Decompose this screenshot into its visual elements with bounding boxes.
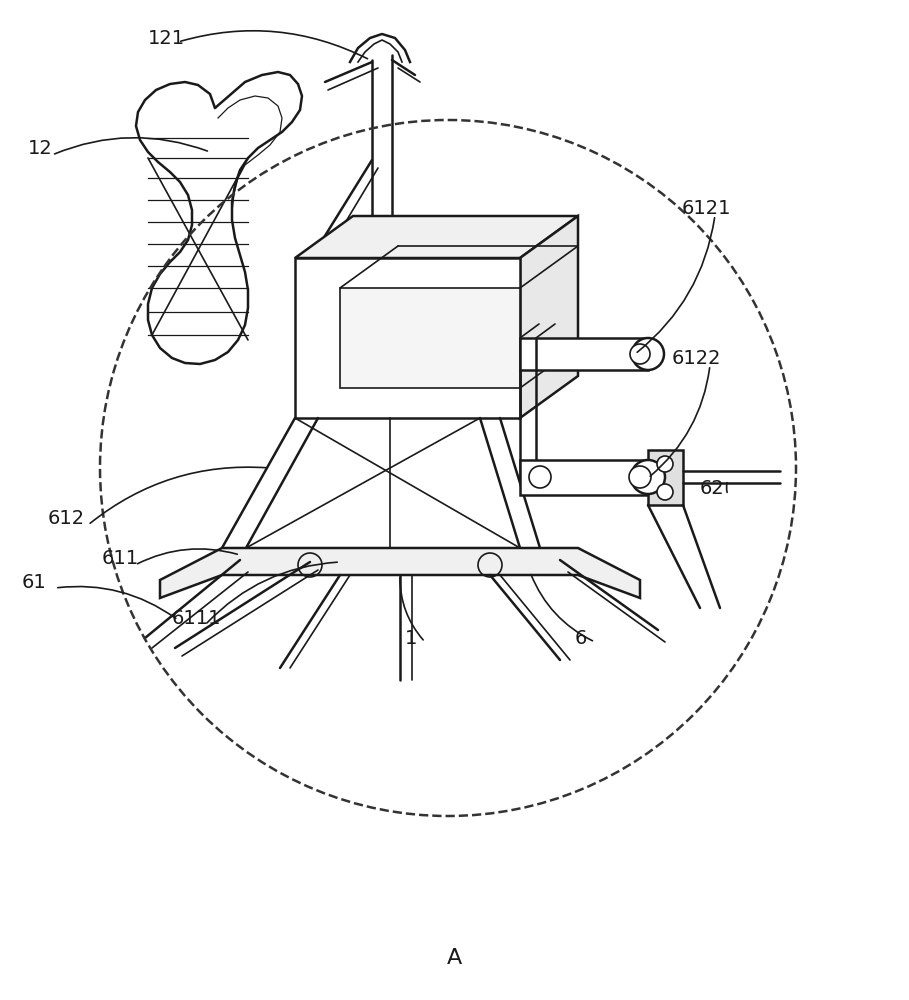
Text: 611: 611 <box>102 548 139 568</box>
Text: 121: 121 <box>148 28 185 47</box>
Text: 6122: 6122 <box>672 349 722 367</box>
Circle shape <box>632 338 664 370</box>
Text: 12: 12 <box>28 138 53 157</box>
Circle shape <box>629 466 651 488</box>
Circle shape <box>657 484 673 500</box>
Circle shape <box>657 456 673 472</box>
Polygon shape <box>648 450 683 505</box>
Circle shape <box>529 466 551 488</box>
Text: A: A <box>446 948 462 968</box>
Circle shape <box>631 460 665 494</box>
Circle shape <box>630 344 650 364</box>
Polygon shape <box>295 258 520 418</box>
Text: 6: 6 <box>575 629 587 648</box>
Polygon shape <box>520 216 578 418</box>
Polygon shape <box>520 460 648 495</box>
Polygon shape <box>295 216 578 258</box>
Polygon shape <box>520 338 648 370</box>
Text: 62: 62 <box>700 479 724 497</box>
Text: 6111: 6111 <box>172 608 222 628</box>
Text: 612: 612 <box>48 508 85 528</box>
Text: 61: 61 <box>22 572 46 591</box>
Polygon shape <box>340 288 520 388</box>
Polygon shape <box>160 548 640 598</box>
Text: 1: 1 <box>405 629 417 648</box>
Text: 6121: 6121 <box>682 198 732 218</box>
